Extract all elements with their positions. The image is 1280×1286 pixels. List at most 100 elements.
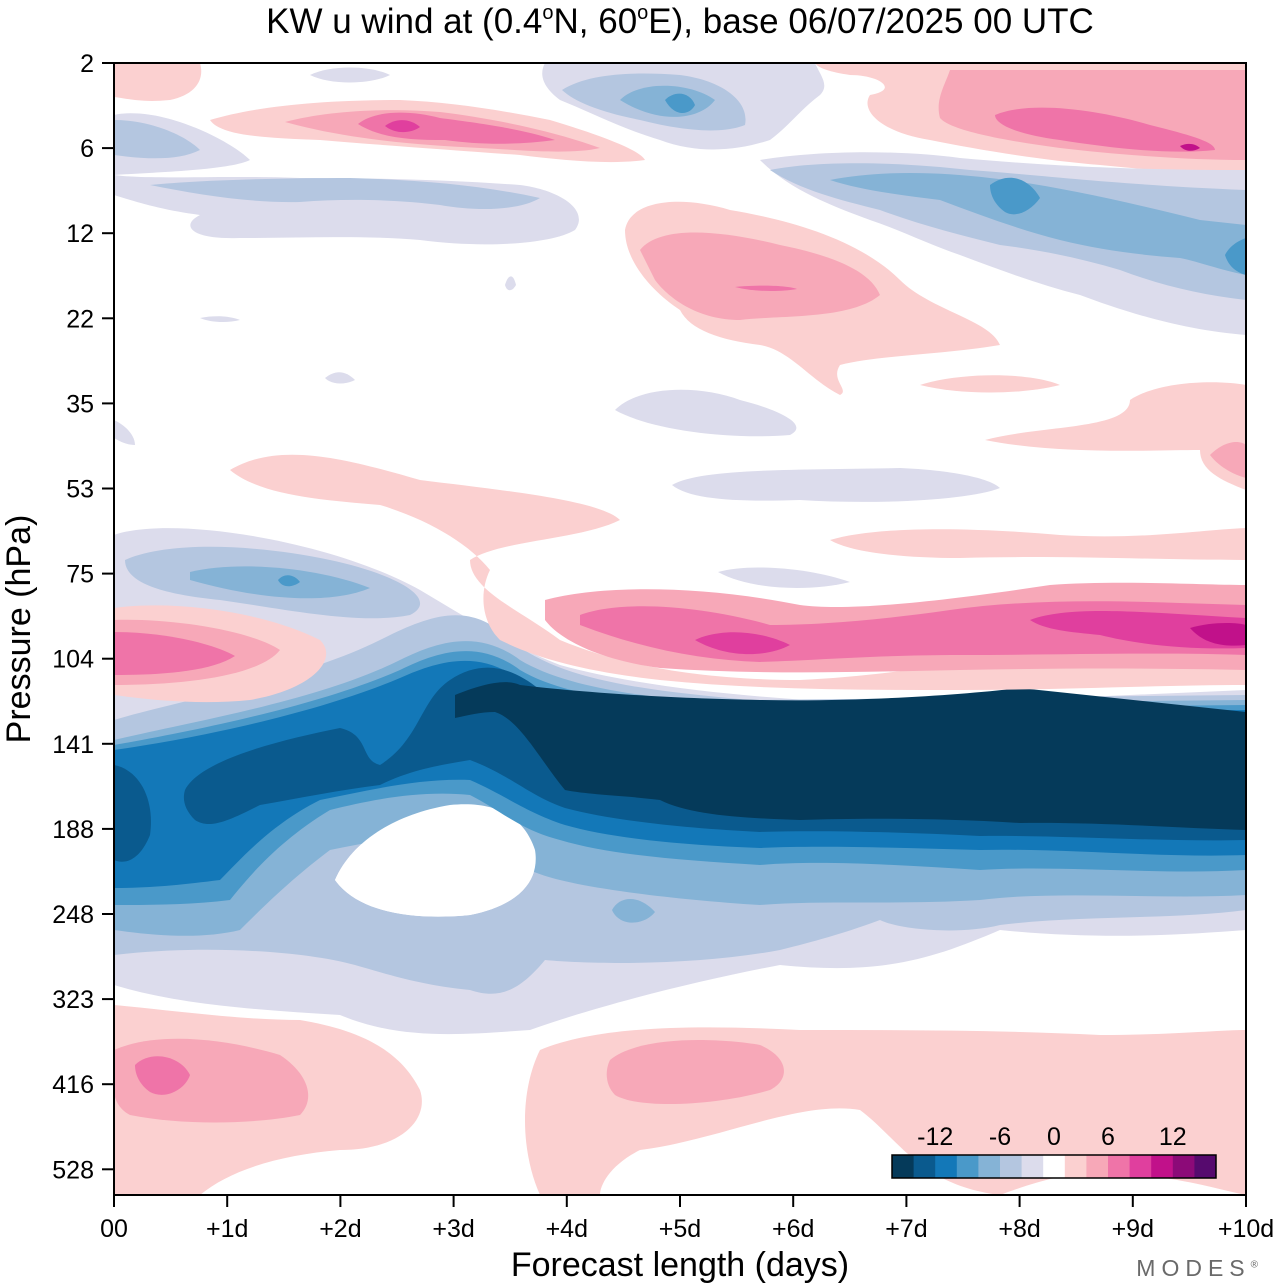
title-degree-2: o	[637, 2, 648, 24]
colorbar-swatch	[978, 1155, 1001, 1178]
colorbar-swatch	[1151, 1155, 1174, 1178]
x-tick-label: +10d	[1218, 1215, 1274, 1243]
title-part-1: KW u wind at (0.4	[266, 2, 542, 41]
contour-pink-left-104-core	[114, 632, 235, 675]
x-tick-label: +4d	[546, 1215, 588, 1243]
colorbar: -12 -6 0 6 12	[891, 1123, 1217, 1179]
colorbar-swatch	[1172, 1155, 1195, 1178]
colorbar-tick-label: 6	[1101, 1123, 1115, 1151]
contour-lavender-speck-b	[325, 372, 355, 384]
y-axis: 2 6 12 22 35 53 75 104 141 188 248 323 416 528	[52, 50, 114, 1184]
y-tick-label: 6	[80, 135, 94, 163]
colorbar-swatch	[1194, 1155, 1217, 1178]
colorbar-frame	[891, 1154, 1217, 1179]
contour-lavender-speck-a	[200, 316, 240, 323]
chart-title: KW u wind at (0.4oN, 60oE), base 06/07/2…	[266, 2, 1094, 41]
contour-pink-light-35-right	[920, 375, 1060, 393]
y-tick-label: 528	[52, 1156, 94, 1184]
y-tick-label: 104	[52, 646, 94, 674]
contour-lightblue-6hpa-left	[114, 120, 200, 159]
contour-pink-15	[640, 232, 880, 320]
y-tick-label: 248	[52, 901, 94, 929]
brand-mark: ®	[1250, 1259, 1258, 1271]
plot-area	[114, 63, 1246, 1195]
contour-white-pocket-2	[335, 804, 536, 917]
title-degree-1: o	[542, 2, 553, 24]
brand-text: MODES	[1136, 1255, 1251, 1281]
contour-lightblue-right	[770, 163, 1246, 300]
colorbar-swatch	[935, 1155, 958, 1178]
contour-lightblue-spot	[612, 898, 655, 923]
colorbar-tick-label: 12	[1159, 1123, 1187, 1151]
x-tick-label: +9d	[1112, 1215, 1154, 1243]
y-tick-label: 416	[52, 1071, 94, 1099]
y-tick-label: 22	[66, 305, 94, 333]
colorbar-swatch	[1043, 1155, 1066, 1178]
y-tick-label: 12	[66, 220, 94, 248]
brand-logo: MODES®	[1136, 1255, 1258, 1282]
contour-pink-light-45-right	[985, 382, 1246, 490]
x-tick-label: +6d	[772, 1215, 814, 1243]
contour-pink-light-53-right	[830, 528, 1246, 560]
title-part-3: E), base 06/07/2025 00 UTC	[648, 2, 1094, 41]
x-axis-label: Forecast length (days)	[511, 1246, 849, 1284]
y-tick-label: 188	[52, 816, 94, 844]
contour-pink-core-right	[1030, 611, 1246, 649]
contour-lavender-53	[672, 468, 1000, 502]
x-tick-label: +8d	[998, 1215, 1040, 1243]
y-tick-label: 141	[52, 731, 94, 759]
contour-pink-4hpa-core-a	[358, 112, 555, 144]
contour-blue-right	[830, 173, 1246, 275]
contour-pink-lower-left-core	[135, 1056, 190, 1095]
contour-pink-light-top-left	[114, 63, 202, 101]
colorbar-swatch	[1129, 1155, 1152, 1178]
contour-pink-lower-mid	[606, 1040, 784, 1105]
contour-lavender-top-2hpa	[310, 67, 390, 83]
colorbar-swatch	[1108, 1155, 1131, 1178]
colorbar-swatch	[1000, 1155, 1023, 1178]
contour-jet-core	[455, 682, 1246, 830]
contour-lavender-35	[615, 389, 797, 437]
contour-blue-upper-core	[665, 93, 695, 114]
contour-blue-75-spot	[278, 575, 300, 587]
colorbar-swatch	[956, 1155, 979, 1178]
colorbar-swatch	[1021, 1155, 1044, 1178]
contour-blue-right-core	[990, 177, 1040, 215]
contour-magenta-core-right	[1190, 623, 1246, 646]
contour-lightblue-8hpa	[150, 178, 540, 210]
y-tick-label: 75	[66, 561, 94, 589]
colorbar-swatch	[913, 1155, 936, 1178]
x-tick-label: +3d	[432, 1215, 474, 1243]
contour-pink-core-above-jet	[695, 632, 790, 655]
colorbar-tick-label: 0	[1047, 1123, 1061, 1151]
x-tick-label: +2d	[319, 1215, 361, 1243]
y-tick-label: 35	[66, 390, 94, 418]
title-part-2: N, 60	[554, 2, 638, 41]
y-axis-label: Pressure (hPa)	[0, 515, 38, 744]
x-tick-label: 00	[100, 1215, 128, 1243]
contour-pink-top-right-core	[995, 107, 1215, 152]
contour-lavender-75	[718, 567, 850, 588]
contour-lavender-left-45	[114, 420, 135, 445]
contour-blue-right-edge	[1225, 238, 1246, 275]
y-tick-label: 323	[52, 986, 94, 1014]
contour-pink-15-line	[735, 285, 797, 292]
contour-blue-2-left	[114, 765, 151, 862]
colorbar-swatch	[1064, 1155, 1087, 1178]
colorbar-tick-label: -12	[917, 1123, 953, 1151]
contour-pink-45-right	[1210, 442, 1246, 478]
contour-pink-light-upper	[230, 454, 1246, 690]
colorbar-swatch	[892, 1155, 915, 1178]
x-tick-label: +7d	[885, 1215, 927, 1243]
y-tick-label: 53	[66, 476, 94, 504]
x-axis: 00 +1d +2d +3d +4d +5d +6d +7d +8d +9d +10d	[100, 1195, 1274, 1243]
y-tick-label: 2	[80, 50, 94, 78]
x-tick-label: +5d	[659, 1215, 701, 1243]
colorbar-tick-label: -6	[989, 1123, 1011, 1151]
contour-lavender-speck-c	[505, 276, 516, 291]
contour-pink-4hpa-core-b	[385, 120, 420, 133]
contour-pink-top-right-spot	[1180, 143, 1200, 151]
x-tick-label: +1d	[206, 1215, 248, 1243]
colorbar-swatch	[1086, 1155, 1109, 1178]
